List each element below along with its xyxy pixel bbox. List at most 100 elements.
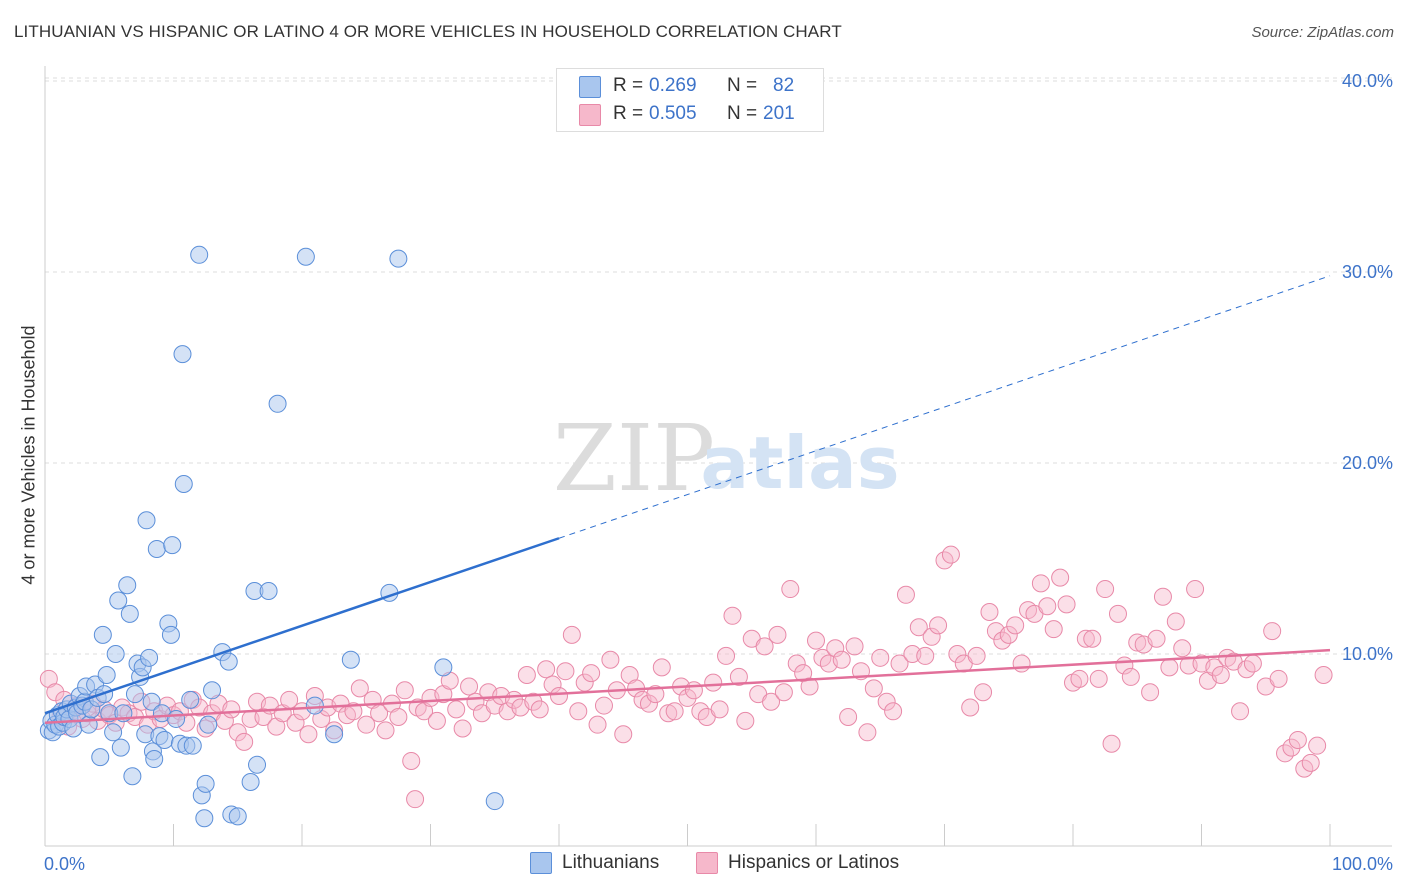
hispanics-point [406, 790, 425, 809]
bottom-legend-label: Lithuanians [562, 852, 660, 873]
hispanics-point [723, 606, 742, 625]
hispanics-point [684, 681, 703, 700]
lithuanians-point [97, 666, 116, 685]
lithuanians-trend-extension [558, 275, 1331, 539]
hispanics-point [864, 679, 883, 698]
axes [44, 66, 1392, 847]
hispanics-point [967, 646, 986, 665]
hispanics-point [1173, 639, 1192, 658]
hispanics-point [787, 654, 806, 673]
hispanics-point [717, 646, 736, 665]
lithuanians-point [241, 772, 260, 791]
lithuanians-point [111, 738, 130, 757]
hispanics-point [639, 694, 658, 713]
hispanics-point [1314, 666, 1333, 685]
hispanics-point [556, 662, 575, 681]
lithuanians-point [195, 809, 214, 828]
lithuanians-point [296, 247, 315, 266]
hispanics-point [858, 723, 877, 742]
lithuanians-point [104, 723, 123, 742]
hispanics-point [826, 639, 845, 658]
hispanics-point [562, 625, 581, 644]
hispanics-point [447, 700, 466, 719]
x-tick-label: 0.0% [44, 854, 85, 874]
lithuanians-point [199, 715, 218, 734]
hispanics-point [1051, 568, 1070, 587]
hispanics-point [710, 700, 729, 719]
hispanics-point [755, 637, 774, 656]
hispanics-point [896, 585, 915, 604]
hispanics-point [1243, 654, 1262, 673]
lithuanians-point [106, 645, 125, 663]
hispanics-point [395, 681, 414, 700]
hispanics-point [877, 692, 896, 711]
hispanics-point [376, 721, 395, 740]
hispanics-point [389, 708, 408, 727]
hispanics-point [807, 631, 825, 650]
stats-legend: R = 0.269 N = 82 R = 0.505 N = 201 [556, 68, 824, 132]
hispanics-point [884, 702, 903, 721]
hispanics-point [582, 664, 601, 683]
y-axis-label: 4 or more Vehicles in Household [18, 325, 39, 585]
hispanics-point [228, 723, 247, 742]
hispanics-point [1089, 669, 1108, 688]
lithuanians-point [248, 755, 267, 774]
hispanics-point [357, 715, 376, 734]
hispanics-point [1301, 753, 1320, 772]
hispanics-point [665, 702, 684, 721]
hispanics-point [1231, 702, 1250, 721]
hispanics-point [1121, 667, 1140, 686]
lithuanians-point [305, 696, 324, 715]
hispanics-point [1141, 683, 1160, 702]
lithuanians-point [125, 685, 144, 704]
hispanics-point [594, 696, 613, 715]
hispanics-point [537, 660, 556, 679]
lithuanians-point [228, 807, 247, 826]
lithuanians-point [161, 625, 180, 644]
hispanics-point [678, 688, 697, 707]
source-label: Source: ZipAtlas.com [1251, 24, 1394, 41]
hispanics-point [948, 645, 967, 663]
lithuanians-point [163, 536, 182, 555]
hispanics-point [839, 708, 858, 727]
legend-r-value: 0.269 [649, 75, 697, 96]
hispanics-point [1166, 612, 1185, 631]
hispanics-point [1038, 597, 1057, 616]
y-tick-label: 30.0% [1342, 262, 1393, 282]
hispanics-point [1282, 738, 1301, 757]
lithuanians-point [118, 576, 137, 595]
hispanics-point [1057, 595, 1076, 614]
hispanics-point [1211, 666, 1230, 685]
series-lithuanians-points [39, 245, 504, 828]
lithuanians-point [155, 730, 174, 749]
lithuanians-point [219, 652, 238, 671]
hispanics-point [530, 700, 549, 719]
legend-r-value: 0.505 [649, 103, 697, 124]
hispanics-point [999, 625, 1018, 644]
lithuanians-point [434, 658, 453, 677]
lithuanians-point [485, 792, 504, 811]
hispanics-point [768, 625, 787, 644]
hispanics-point [254, 708, 273, 727]
hispanics-point [871, 648, 890, 667]
hispanics-point [1263, 622, 1282, 641]
hispanics-point [1160, 658, 1179, 677]
lithuanians-point [167, 709, 186, 728]
hispanics-point [1128, 633, 1147, 652]
legend-n-value: 82 [773, 75, 795, 96]
hispanics-point [1288, 730, 1307, 749]
hispanics-point [916, 646, 935, 665]
y-tick-label: 20.0% [1342, 453, 1393, 473]
lithuanians-point [183, 736, 202, 755]
hispanics-point [1096, 580, 1115, 599]
hispanics-point [46, 683, 65, 702]
hispanics-point [569, 702, 588, 721]
lithuanians-point [173, 345, 192, 364]
lithuanians-point [341, 650, 360, 669]
lithuanians-point [109, 591, 128, 610]
bottom-legend-label: Hispanics or Latinos [728, 852, 900, 873]
hispanics-point [832, 650, 851, 669]
lithuanians-point [93, 625, 112, 644]
hispanics-point [235, 732, 254, 751]
